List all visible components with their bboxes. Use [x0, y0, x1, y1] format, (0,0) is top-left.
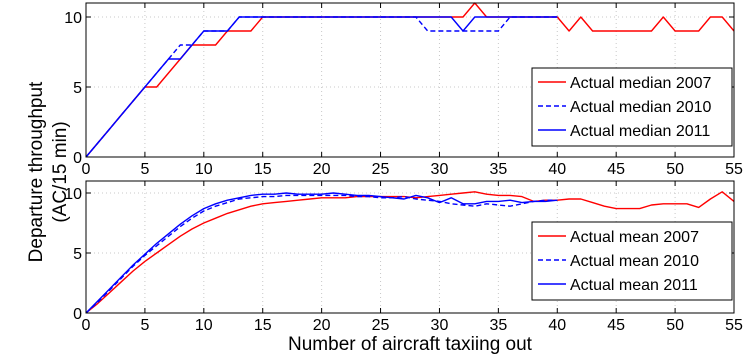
y-tick-label: 0 [73, 306, 82, 323]
legend-box [531, 221, 733, 301]
x-tick-label: 45 [607, 317, 625, 334]
y-axis-label: Departure throughput [26, 81, 47, 262]
x-tick-label: 10 [195, 317, 213, 334]
y-tick-label: 0 [73, 150, 82, 167]
panel-median: 0 5 10 15 20 25 30 35 40 45 50 55 0 5 10 Actual median … [64, 2, 743, 178]
x-tick-label: 40 [548, 317, 566, 334]
legend-label: Actual mean 2011 [570, 277, 698, 294]
x-tick-label: 35 [489, 161, 507, 178]
x-tick-label: 35 [489, 317, 507, 334]
x-tick-label: 25 [372, 161, 390, 178]
x-tick-label: 20 [313, 317, 331, 334]
x-tick-label: 55 [725, 317, 743, 334]
legend-label: Actual mean 2010 [570, 253, 699, 270]
legend-median: Actual median 2007 Actual median 2010 Actu… [531, 67, 733, 147]
x-tick-label: 40 [548, 161, 566, 178]
x-tick-label: 0 [82, 161, 91, 178]
axes-frame-mean [85, 180, 735, 314]
panel-mean: 0 5 10 15 20 25 30 35 40 45 50 55 0 5 10 Actual mean 20… [64, 180, 743, 334]
x-tick-label: 50 [666, 161, 684, 178]
legend-label: Actual median 2007 [570, 75, 712, 92]
y-tick-label: 10 [64, 10, 82, 27]
x-axis-label: Number of aircraft taxiing out [288, 334, 533, 354]
x-tick-label: 0 [82, 317, 91, 334]
legend-box [531, 67, 733, 147]
x-tick-label: 15 [254, 317, 272, 334]
x-tick-label: 25 [372, 317, 390, 334]
legend-label: Actual mean 2007 [570, 229, 699, 246]
x-tick-label: 50 [666, 317, 684, 334]
x-tick-label: 5 [140, 161, 149, 178]
x-tick-label: 30 [431, 317, 449, 334]
y-tick-label: 10 [64, 186, 82, 203]
axes-frame-median [85, 2, 735, 158]
x-tick-label: 55 [725, 161, 743, 178]
x-tick-label: 45 [607, 161, 625, 178]
series-line-median-2 [85, 16, 558, 158]
x-tick-label: 10 [195, 161, 213, 178]
series-line-mean-2 [85, 192, 558, 314]
y-tick-label: 5 [73, 80, 82, 97]
legend-label: Actual median 2011 [570, 123, 710, 140]
x-tick-label: 30 [431, 161, 449, 178]
x-tick-label: 15 [254, 161, 272, 178]
series-line-mean-1 [85, 194, 558, 314]
x-tick-label: 5 [140, 317, 149, 334]
legend-mean: Actual mean 2007 Actual mean 2010 Actual m… [531, 221, 733, 301]
x-tick-label: 20 [313, 161, 331, 178]
y-tick-label: 5 [73, 246, 82, 263]
legend-label: Actual median 2010 [570, 99, 712, 116]
y-axis-label-units: (AC/15 min) [50, 121, 71, 222]
